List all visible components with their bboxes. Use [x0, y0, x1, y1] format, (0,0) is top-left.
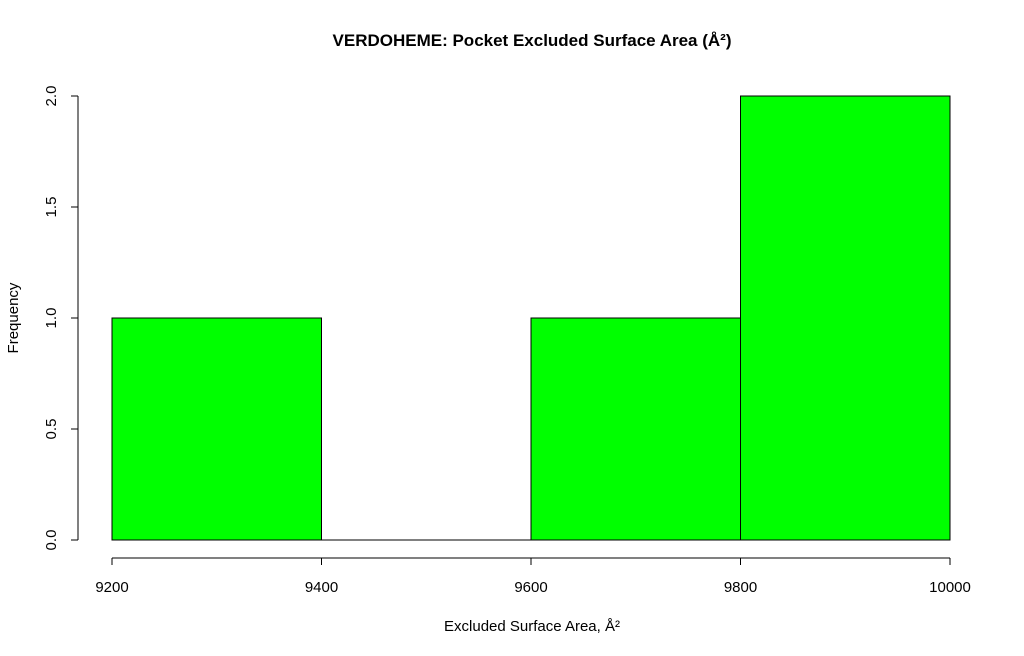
- histogram-bar-0: [111, 317, 322, 541]
- x-tick-label-2: 9600: [514, 579, 547, 596]
- y-tick-label-0: 0.0: [43, 530, 60, 551]
- x-axis: 9200 9400 9600 9800 10000: [95, 557, 971, 596]
- y-axis-label: Frequency: [5, 282, 22, 353]
- y-tick-label-2: 1.0: [43, 308, 60, 329]
- x-tick-label-4: 10000: [929, 579, 971, 596]
- x-tick-label-3: 9800: [724, 579, 757, 596]
- y-tick-label-1: 0.5: [43, 419, 60, 440]
- bars-group: [111, 95, 951, 541]
- y-tick-label-4: 2.0: [43, 86, 60, 107]
- histogram-bar-2: [530, 317, 741, 541]
- x-tick-label-0: 9200: [95, 579, 128, 596]
- chart-title: VERDOHEME: Pocket Excluded Surface Area …: [333, 31, 732, 50]
- y-tick-label-3: 1.5: [43, 197, 60, 218]
- y-axis: 0.0 0.5 1.0 1.5 2.0: [43, 86, 79, 551]
- x-tick-label-1: 9400: [305, 579, 338, 596]
- x-axis-label: Excluded Surface Area, Å²: [444, 618, 620, 635]
- histogram-bar-3: [740, 95, 951, 541]
